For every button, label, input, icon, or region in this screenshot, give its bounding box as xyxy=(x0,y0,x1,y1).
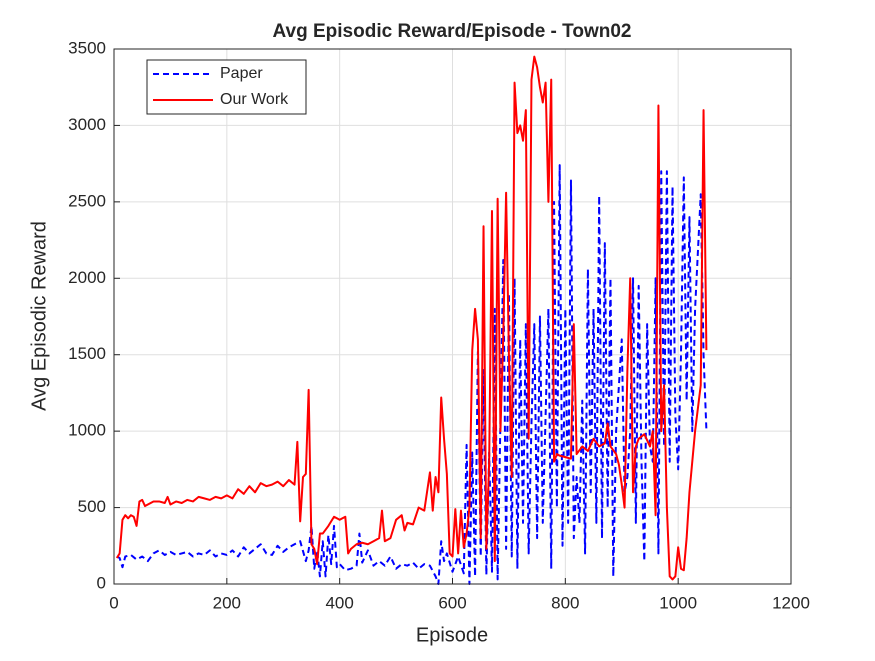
series-line xyxy=(115,55,708,581)
x-tick-label: 200 xyxy=(213,593,241,612)
y-axis-label: Avg Episodic Reward xyxy=(28,221,50,411)
x-tick-label: 1000 xyxy=(659,593,697,612)
legend-label: Our Work xyxy=(220,91,289,108)
x-tick-label: 800 xyxy=(551,593,579,612)
x-axis-label: Episode xyxy=(416,624,488,646)
legend: Paper Our Work xyxy=(146,59,307,115)
x-tick-label: 1200 xyxy=(772,593,810,612)
y-tick-label: 1500 xyxy=(68,344,106,363)
y-tick-label: 2500 xyxy=(68,191,106,210)
legend-box xyxy=(146,59,307,115)
y-tick-label: 3500 xyxy=(68,38,106,57)
y-tick-label: 0 xyxy=(97,573,106,592)
x-tick-label: 400 xyxy=(325,593,353,612)
y-tick-label: 1000 xyxy=(68,421,106,440)
x-tick-label: 0 xyxy=(109,593,118,612)
y-tick-label: 2000 xyxy=(68,268,106,287)
ticks: 0 200 400 600 800 1000 1200 0 500 1000 1500 2000 250… xyxy=(68,38,810,612)
legend-label: Paper xyxy=(220,65,263,82)
y-tick-label: 500 xyxy=(78,497,106,516)
chart-title: Avg Episodic Reward/Episode - Town02 xyxy=(273,21,632,42)
lines xyxy=(115,55,708,585)
y-tick-label: 3000 xyxy=(68,115,106,134)
x-tick-label: 600 xyxy=(438,593,466,612)
